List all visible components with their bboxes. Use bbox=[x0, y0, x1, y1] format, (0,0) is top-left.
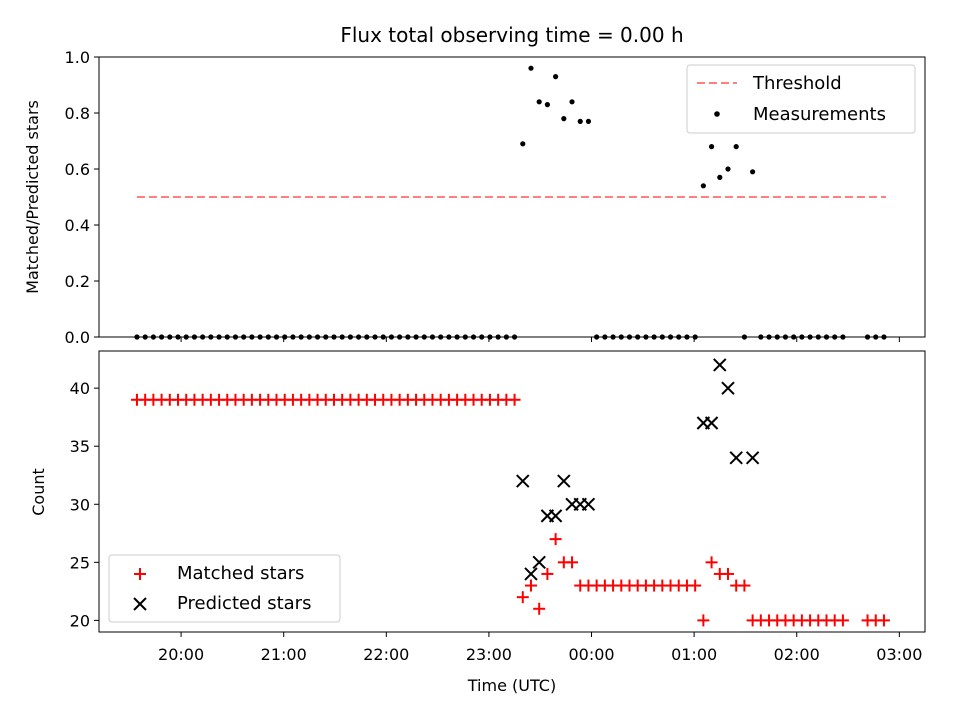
bottom-y-tick-label: 40 bbox=[70, 379, 90, 398]
matched-star-point bbox=[721, 567, 734, 580]
top-y-tick-label: 1.0 bbox=[65, 48, 90, 67]
bottom-ylabel: Count bbox=[29, 468, 48, 516]
matched-star-point bbox=[738, 579, 751, 592]
matched-star-point bbox=[689, 579, 702, 592]
predicted-star-point bbox=[704, 416, 719, 430]
measurement-point bbox=[585, 118, 592, 124]
bottom-legend-box bbox=[108, 554, 341, 623]
top-plot-frame bbox=[98, 56, 926, 338]
top-ylabel: Matched/Predicted stars bbox=[23, 100, 42, 294]
bottom-legend: Matched stars Predicted stars bbox=[108, 554, 341, 623]
measurement-point bbox=[569, 99, 575, 105]
top-y-tick-label: 0.0 bbox=[65, 328, 90, 347]
top-y-ticks: 0.0 0.2 0.4 0.6 0.8 1.0 bbox=[65, 48, 99, 347]
top-legend: Threshold Measurements bbox=[686, 64, 916, 134]
predicted-star-point bbox=[745, 451, 760, 465]
measurement-point bbox=[553, 74, 559, 80]
measurement-point bbox=[544, 102, 551, 108]
predicted-star-point bbox=[713, 358, 727, 372]
matched-legend-swatch bbox=[134, 568, 146, 580]
measurement-point bbox=[561, 116, 567, 122]
ratio-panel: Matched/Predicted stars 0.0 0.2 0.4 0.6 0.8 1… bbox=[23, 48, 926, 347]
matched-star-point bbox=[836, 614, 849, 627]
matched-star-point bbox=[566, 556, 579, 569]
predicted-star-point bbox=[524, 567, 538, 581]
measurement-point bbox=[528, 65, 534, 71]
bottom-x-tick-label: 03:00 bbox=[876, 645, 922, 664]
predicted-star-point bbox=[516, 474, 530, 488]
matched-star-point bbox=[508, 393, 521, 406]
measurement-point bbox=[708, 144, 715, 150]
matched-legend-label: Matched stars bbox=[177, 563, 304, 584]
bottom-x-tick-label: 23:00 bbox=[466, 645, 512, 664]
top-y-tick-label: 0.2 bbox=[65, 272, 90, 291]
top-y-tick-label: 0.8 bbox=[65, 104, 90, 123]
predicted-star-point bbox=[548, 509, 563, 523]
predicted-star-point bbox=[532, 555, 546, 570]
count-points bbox=[130, 358, 890, 627]
measurement-point bbox=[536, 99, 542, 105]
top-y-tick-label: 0.4 bbox=[65, 216, 90, 235]
predicted-star-point bbox=[581, 497, 596, 511]
matched-star-point bbox=[705, 556, 718, 569]
matched-star-point bbox=[549, 533, 562, 546]
matched-star-point bbox=[533, 602, 546, 615]
matched-star-point bbox=[524, 579, 537, 592]
bottom-y-ticks: 20 25 30 35 40 bbox=[70, 379, 99, 630]
bottom-xlabel: Time (UTC) bbox=[467, 676, 556, 695]
count-panel: Count Time (UTC) 20 25 30 35 40 20:00 21:00 22… bbox=[29, 350, 926, 695]
chart-title: Flux total observing time = 0.00 h bbox=[340, 23, 683, 47]
bottom-x-tick-label: 20:00 bbox=[158, 645, 204, 664]
predicted-star-point bbox=[557, 474, 571, 488]
predicted-legend-swatch bbox=[133, 597, 147, 611]
matched-star-point bbox=[516, 591, 529, 604]
bottom-y-tick-label: 25 bbox=[70, 553, 90, 572]
predicted-star-point bbox=[721, 381, 735, 395]
matched-star-point bbox=[541, 567, 554, 580]
measurement-point bbox=[577, 118, 583, 124]
bottom-x-ticks: 20:00 21:00 22:00 23:00 00:00 01:00 02:00 03:00 bbox=[158, 632, 922, 664]
bottom-plot-frame bbox=[98, 350, 926, 633]
bottom-x-tick-label: 02:00 bbox=[774, 645, 820, 664]
measurements-legend-swatch bbox=[714, 111, 720, 117]
predicted-star-point bbox=[729, 451, 743, 465]
matched-star-point bbox=[877, 614, 890, 627]
matched-star-point bbox=[697, 614, 710, 627]
measurement-point bbox=[520, 141, 526, 147]
bottom-x-tick-label: 21:00 bbox=[261, 645, 307, 664]
measurement-point bbox=[750, 169, 756, 175]
bottom-x-tick-label: 22:00 bbox=[363, 645, 409, 664]
measurements-legend-label: Measurements bbox=[753, 104, 886, 125]
bottom-x-tick-label: 00:00 bbox=[568, 645, 614, 664]
bottom-y-tick-label: 35 bbox=[70, 437, 90, 456]
measurement-point bbox=[717, 174, 723, 180]
predicted-legend-label: Predicted stars bbox=[177, 593, 311, 614]
bottom-y-tick-label: 30 bbox=[70, 495, 90, 514]
bottom-x-tick-label: 01:00 bbox=[671, 645, 717, 664]
measurement-point bbox=[733, 144, 739, 150]
measurement-point bbox=[700, 183, 706, 189]
threshold-legend-label: Threshold bbox=[752, 73, 842, 94]
bottom-y-tick-label: 20 bbox=[70, 611, 90, 630]
top-legend-box bbox=[686, 64, 916, 134]
measurement-point bbox=[725, 166, 731, 172]
top-y-tick-label: 0.6 bbox=[65, 160, 90, 179]
